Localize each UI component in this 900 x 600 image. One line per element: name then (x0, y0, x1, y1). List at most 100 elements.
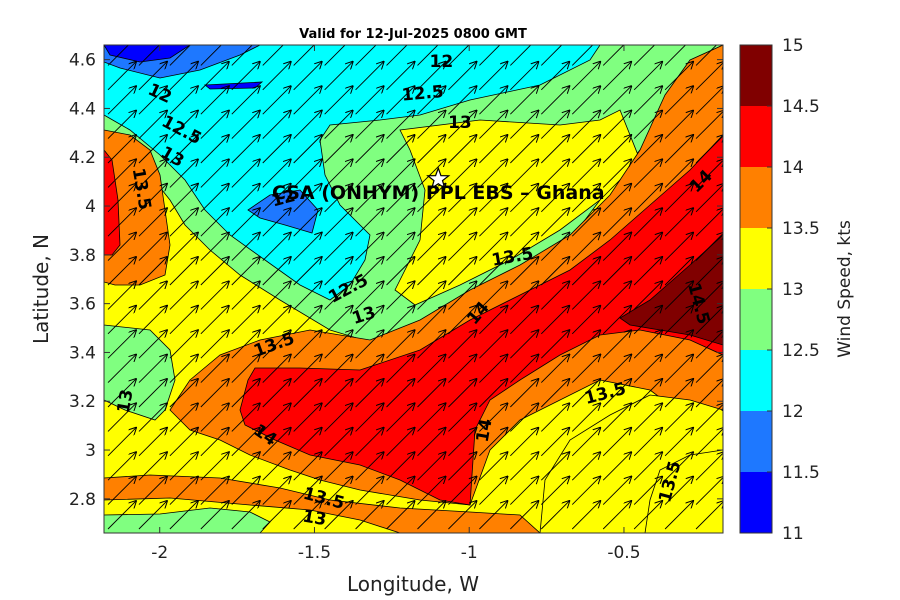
wind-arrow (479, 379, 507, 408)
y-tick-label: 3.4 (69, 343, 96, 363)
band-12.5-13-bottom (104, 507, 271, 533)
wind-arrow (169, 135, 198, 164)
wind-arrow (633, 45, 662, 66)
wind-arrow (664, 403, 693, 432)
wind-arrow (448, 62, 476, 91)
contour-label: 13 (114, 388, 138, 415)
wind-arrow (479, 501, 507, 530)
wind-arrow (355, 135, 384, 164)
wind-arrow (293, 452, 322, 481)
wind-vectors (107, 45, 724, 530)
wind-arrow (107, 428, 136, 457)
wind-arrow (540, 428, 569, 457)
wind-arrow (664, 306, 693, 335)
wind-arrow (417, 330, 446, 359)
wind-arrow (324, 208, 353, 237)
wind-arrow (138, 330, 167, 359)
wind-arrow (510, 86, 538, 115)
wind-arrow (324, 355, 353, 383)
wind-arrow (231, 306, 260, 335)
wind-arrow (571, 428, 600, 457)
wind-arrow (695, 257, 723, 286)
wind-arrow (571, 379, 600, 408)
wind-arrow (664, 257, 693, 286)
wind-arrow (695, 111, 723, 139)
wind-arrow (262, 45, 291, 66)
colorbar-swatch (740, 106, 772, 167)
wind-arrow (386, 208, 415, 237)
wind-arrow (633, 452, 662, 481)
wind-arrow (602, 62, 631, 91)
wind-arrow (355, 428, 384, 457)
wind-arrow (355, 452, 384, 481)
wind-arrow (107, 45, 136, 66)
site-label: CSA (ONHYM) PPL EBS – Ghana (272, 182, 605, 204)
wind-arrow (262, 306, 291, 335)
wind-arrow (602, 428, 631, 457)
wind-arrow (324, 428, 353, 457)
wind-arrow (510, 208, 538, 237)
y-axis-ticks: 2.8 3 3.2 3.4 3.6 3.8 4 4.2 4.4 4.6 (69, 51, 723, 510)
wind-arrow (540, 208, 569, 237)
wind-arrow (417, 184, 446, 213)
wind-arrow (571, 257, 600, 286)
wind-arrow (231, 62, 260, 91)
wind-arrow (107, 233, 136, 261)
wind-arrow (138, 184, 167, 213)
wind-arrow (479, 281, 507, 310)
wind-arrow (571, 111, 600, 139)
wind-arrow (448, 45, 476, 66)
wind-arrow (540, 403, 569, 432)
wind-arrow (633, 233, 662, 261)
wind-arrow (262, 257, 291, 286)
wind-arrow (324, 184, 353, 213)
wind-arrow (633, 355, 662, 383)
wind-arrow (293, 62, 322, 91)
wind-arrow (355, 233, 384, 261)
wind-arrow (510, 62, 538, 91)
wind-arrow (510, 135, 538, 164)
wind-arrow (138, 233, 167, 261)
wind-arrow (324, 135, 353, 164)
colorbar-tick-label: 11.5 (782, 463, 820, 483)
wind-arrow (386, 45, 415, 66)
wind-arrow (479, 452, 507, 481)
wind-arrow (200, 86, 229, 115)
wind-arrow (479, 403, 507, 432)
wind-arrow (138, 208, 167, 237)
wind-arrow (169, 355, 198, 383)
wind-arrow (695, 45, 724, 66)
wind-arrow (262, 62, 291, 91)
wind-arrow (169, 159, 198, 188)
wind-arrow (510, 477, 538, 505)
wind-arrow (200, 208, 229, 237)
wind-arrow (571, 45, 600, 66)
wind-arrow (695, 86, 723, 115)
wind-arrow (510, 452, 538, 481)
plot-frame (103, 44, 724, 534)
wind-arrow (107, 477, 136, 505)
wind-arrow (138, 45, 167, 66)
wind-arrow (695, 501, 723, 530)
x-tick-label: -1.5 (298, 543, 331, 563)
wind-arrow (169, 330, 198, 359)
wind-arrow (262, 501, 291, 530)
wind-arrow (664, 86, 693, 115)
wind-arrow (138, 111, 167, 139)
wind-arrow (262, 428, 291, 457)
wind-arrow (633, 62, 662, 91)
wind-arrow (540, 111, 569, 139)
wind-arrow (200, 159, 229, 188)
wind-arrow (602, 403, 631, 432)
band-11-11.5-top (104, 45, 191, 63)
wind-arrow (324, 257, 353, 286)
wind-arrow (200, 403, 229, 432)
wind-arrow (231, 355, 260, 383)
wind-arrow (695, 306, 723, 335)
colorbar-tick-label: 13 (782, 280, 804, 300)
y-tick-label: 4.4 (69, 99, 96, 119)
wind-arrow (293, 428, 322, 457)
wind-arrow (293, 86, 322, 115)
wind-arrow (571, 281, 600, 310)
wind-arrow (107, 355, 136, 383)
